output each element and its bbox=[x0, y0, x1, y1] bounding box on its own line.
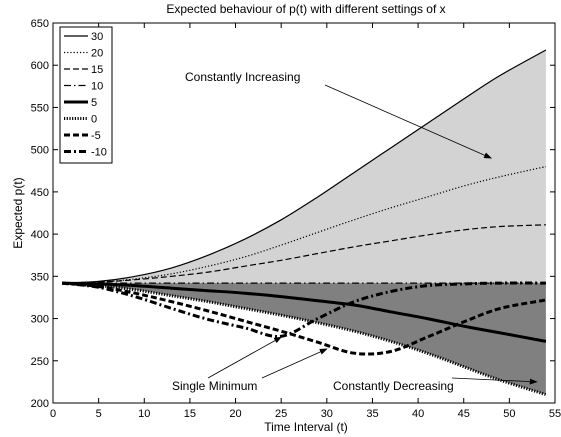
annotation-single-minimum: Single Minimum bbox=[172, 379, 257, 393]
y-tick-label: 400 bbox=[31, 229, 49, 241]
x-tick-label: 50 bbox=[503, 408, 515, 420]
y-tick-label: 650 bbox=[31, 18, 49, 30]
arrow-single-minimum-1 bbox=[207, 336, 283, 379]
legend-label-30: 30 bbox=[91, 31, 103, 43]
annotation-arrows bbox=[207, 84, 538, 385]
y-tick-label: 200 bbox=[31, 398, 49, 410]
shaded-region-decreasing bbox=[62, 283, 546, 395]
chart-title: Expected behaviour of p(t) with differen… bbox=[166, 2, 445, 16]
arrow-constantly-decreasing bbox=[451, 377, 538, 385]
series-line-30 bbox=[62, 49, 547, 284]
x-tick-label: 55 bbox=[549, 408, 561, 420]
legend-box bbox=[59, 26, 113, 164]
series-line--10 bbox=[61, 281, 546, 338]
x-tick-label: 15 bbox=[184, 408, 196, 420]
x-tick-label: 10 bbox=[138, 408, 150, 420]
x-tick-label: 45 bbox=[458, 408, 470, 420]
y-tick-label: 600 bbox=[31, 60, 49, 72]
x-tick-label: 40 bbox=[412, 408, 424, 420]
series-line-5 bbox=[62, 281, 547, 343]
legend-label-10: 10 bbox=[91, 81, 103, 93]
series-line--5 bbox=[61, 281, 547, 356]
legend: 30 20 15 10 5 0 -5 -10 bbox=[59, 26, 113, 164]
y-tick-label: 250 bbox=[31, 356, 49, 368]
shaded-region-increasing bbox=[62, 50, 546, 284]
x-axis-ticks: 0 5 10 15 20 25 30 35 40 45 50 55 bbox=[50, 23, 561, 420]
y-tick-label: 500 bbox=[31, 145, 49, 157]
legend-label--5: -5 bbox=[91, 130, 101, 142]
legend-label--10: -10 bbox=[91, 147, 107, 159]
y-tick-label: 300 bbox=[31, 314, 49, 326]
y-axis-label: Expected p(t) bbox=[11, 177, 25, 248]
x-tick-label: 20 bbox=[229, 408, 241, 420]
annotation-constantly-increasing: Constantly Increasing bbox=[185, 70, 300, 84]
x-tick-label: 25 bbox=[275, 408, 287, 420]
legend-label-15: 15 bbox=[91, 64, 103, 76]
series-line-15 bbox=[62, 224, 546, 284]
plot-frame bbox=[52, 22, 556, 404]
x-tick-label: 35 bbox=[366, 408, 378, 420]
x-tick-label: 30 bbox=[321, 408, 333, 420]
annotations: Constantly Increasing Single Minimum Con… bbox=[172, 70, 454, 393]
arrow-single-minimum-2 bbox=[261, 348, 328, 379]
shaded-regions bbox=[62, 50, 546, 395]
x-tick-label: 5 bbox=[96, 408, 102, 420]
legend-label-5: 5 bbox=[91, 97, 97, 109]
x-axis-label: Time Interval (t) bbox=[264, 420, 348, 434]
arrow-constantly-increasing bbox=[324, 84, 493, 159]
y-tick-label: 450 bbox=[31, 187, 49, 199]
x-tick-label: 0 bbox=[50, 408, 56, 420]
legend-label-20: 20 bbox=[91, 48, 103, 60]
legend-label-0: 0 bbox=[91, 114, 97, 126]
annotation-constantly-decreasing: Constantly Decreasing bbox=[333, 379, 454, 393]
series-lines bbox=[61, 49, 547, 397]
y-tick-label: 350 bbox=[31, 271, 49, 283]
y-tick-label: 550 bbox=[31, 102, 49, 114]
series-line-0 bbox=[62, 281, 547, 397]
